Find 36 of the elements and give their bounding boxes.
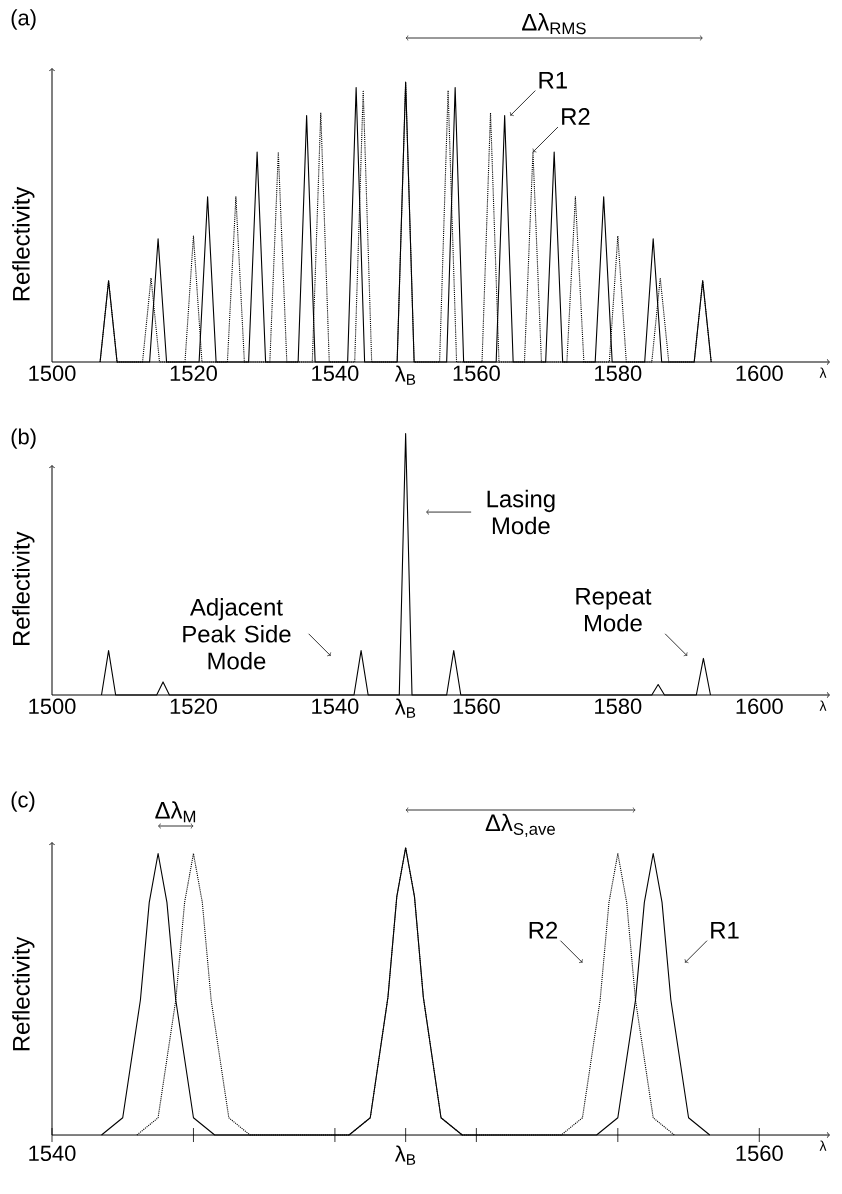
x-axis-title: λ: [819, 367, 827, 378]
annotation: Adjacent Peak Side Mode: [183, 598, 291, 670]
x-tick-label: 1500: [29, 365, 76, 382]
x-tick-label: 1520: [170, 365, 217, 382]
text: Δλ$_{S,ave}$: [485, 813, 555, 837]
x-tick-label: λ$_{B}$: [394, 1145, 416, 1165]
x-tick-label: 1540: [312, 365, 359, 382]
chart-title: (b): [11, 428, 36, 449]
text: Δλ$_{M}$: [155, 801, 196, 823]
x-tick-label: 1540: [312, 698, 359, 715]
y-axis-title: Reflectivity: [12, 531, 35, 646]
annotation: R2: [529, 921, 558, 939]
x-tick-label: 1580: [595, 698, 642, 715]
chart-title: (a): [11, 9, 36, 30]
x-axis-title: λ: [819, 700, 827, 711]
x-tick-label: 1600: [736, 365, 783, 382]
annotation: R1: [539, 71, 567, 89]
y-axis-title: Reflectivity: [12, 936, 35, 1051]
x-axis-title: λ: [819, 1140, 827, 1151]
x-tick-label: 1540: [29, 1145, 76, 1162]
annotation: R1: [711, 922, 739, 939]
annotation: R2: [562, 108, 590, 125]
x-tick-label: 1580: [595, 365, 642, 382]
x-tick-label: 1560: [453, 365, 500, 382]
x-tick-label: 1560: [453, 698, 500, 715]
annotation: Lasing Mode: [487, 489, 555, 535]
annotation: Repeat Mode: [576, 588, 652, 632]
x-tick-label: 1520: [170, 698, 217, 715]
x-tick-label: λ$_{B}$: [394, 365, 416, 385]
x-tick-label: λ$_{B}$: [394, 698, 416, 718]
chart-title: (c): [11, 791, 35, 812]
x-tick-label: 1600: [736, 698, 783, 715]
x-tick-label: 1500: [29, 698, 76, 715]
x-tick-label: 1560: [736, 1145, 783, 1162]
y-axis-title: Reflectivity: [12, 186, 35, 301]
text: Δλ$_{RMS}$: [522, 13, 586, 35]
